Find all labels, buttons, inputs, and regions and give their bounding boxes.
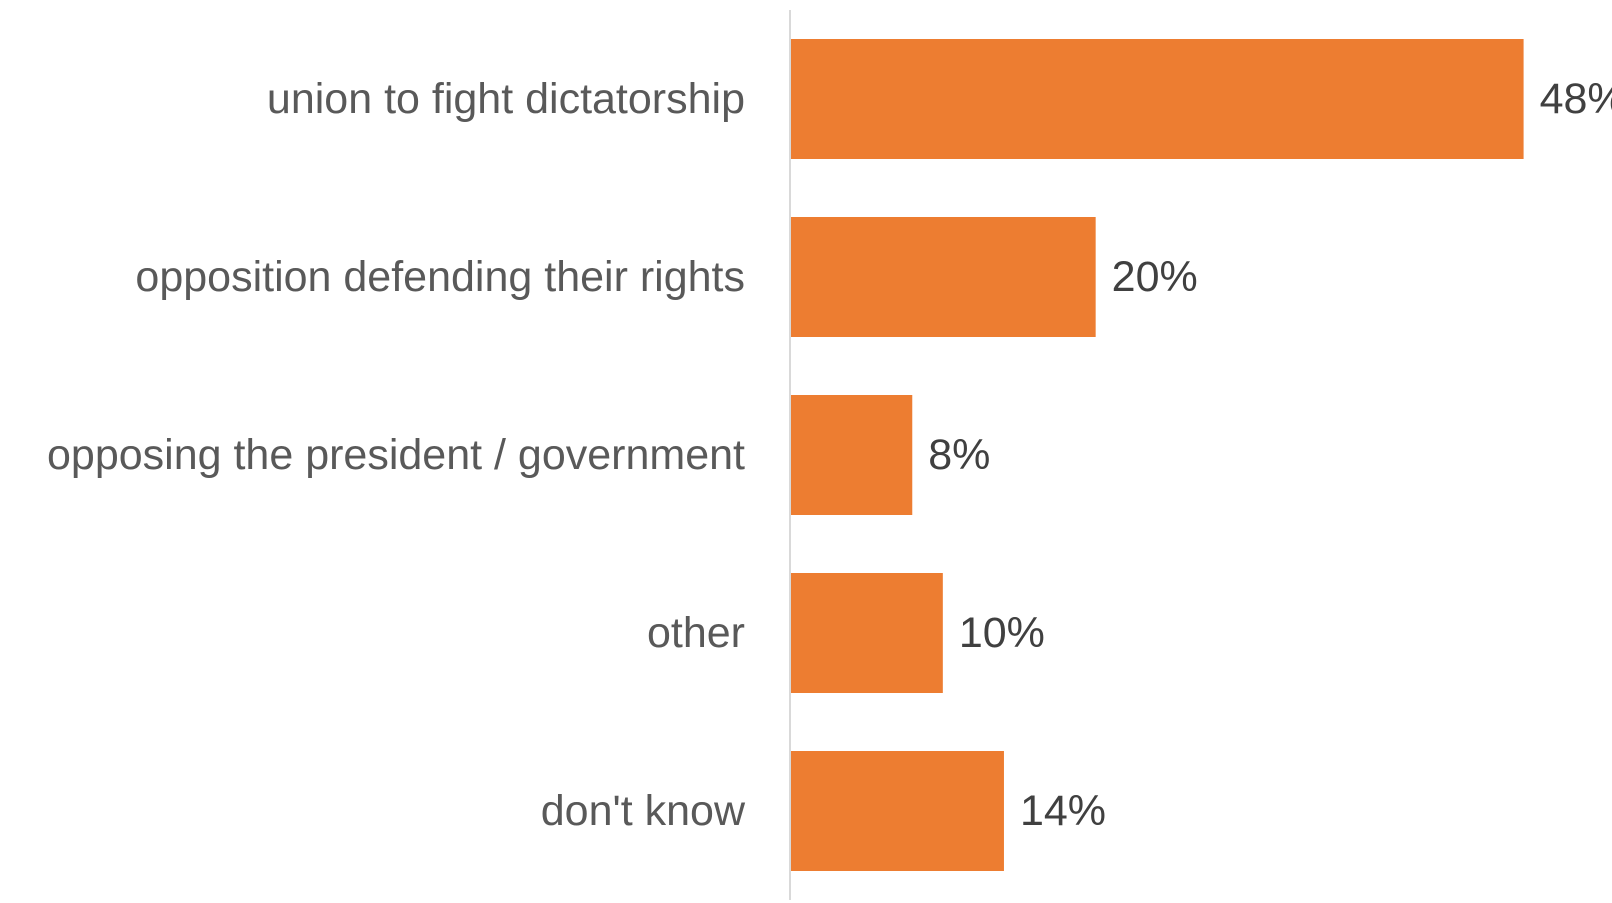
value-label-opposition-defending-their-rights: 20% xyxy=(1112,253,1198,301)
category-label-opposition-defending-their-rights: opposition defending their rights xyxy=(135,253,745,301)
bar-opposition-defending-their-rights xyxy=(790,217,1096,337)
category-label-other: other xyxy=(647,609,745,657)
value-labels-group: 48% 20% 8% 10% 14% xyxy=(928,75,1612,835)
value-label-union-to-fight-dictatorship: 48% xyxy=(1540,75,1612,123)
bar-other xyxy=(790,573,943,693)
category-label-opposing-the-president-government: opposing the president / government xyxy=(47,431,745,479)
category-label-union-to-fight-dictatorship: union to fight dictatorship xyxy=(267,75,745,123)
category-labels-group: union to fight dictatorship opposition de… xyxy=(47,75,746,835)
value-label-other: 10% xyxy=(959,609,1045,657)
value-label-don-t-know: 14% xyxy=(1020,787,1106,835)
bar-don-t-know xyxy=(790,751,1004,871)
bar-opposing-the-president-government xyxy=(790,395,912,515)
category-label-don-t-know: don't know xyxy=(541,787,746,835)
bar-union-to-fight-dictatorship xyxy=(790,39,1524,159)
bars-group xyxy=(790,39,1524,871)
value-label-opposing-the-president-government: 8% xyxy=(928,431,990,479)
